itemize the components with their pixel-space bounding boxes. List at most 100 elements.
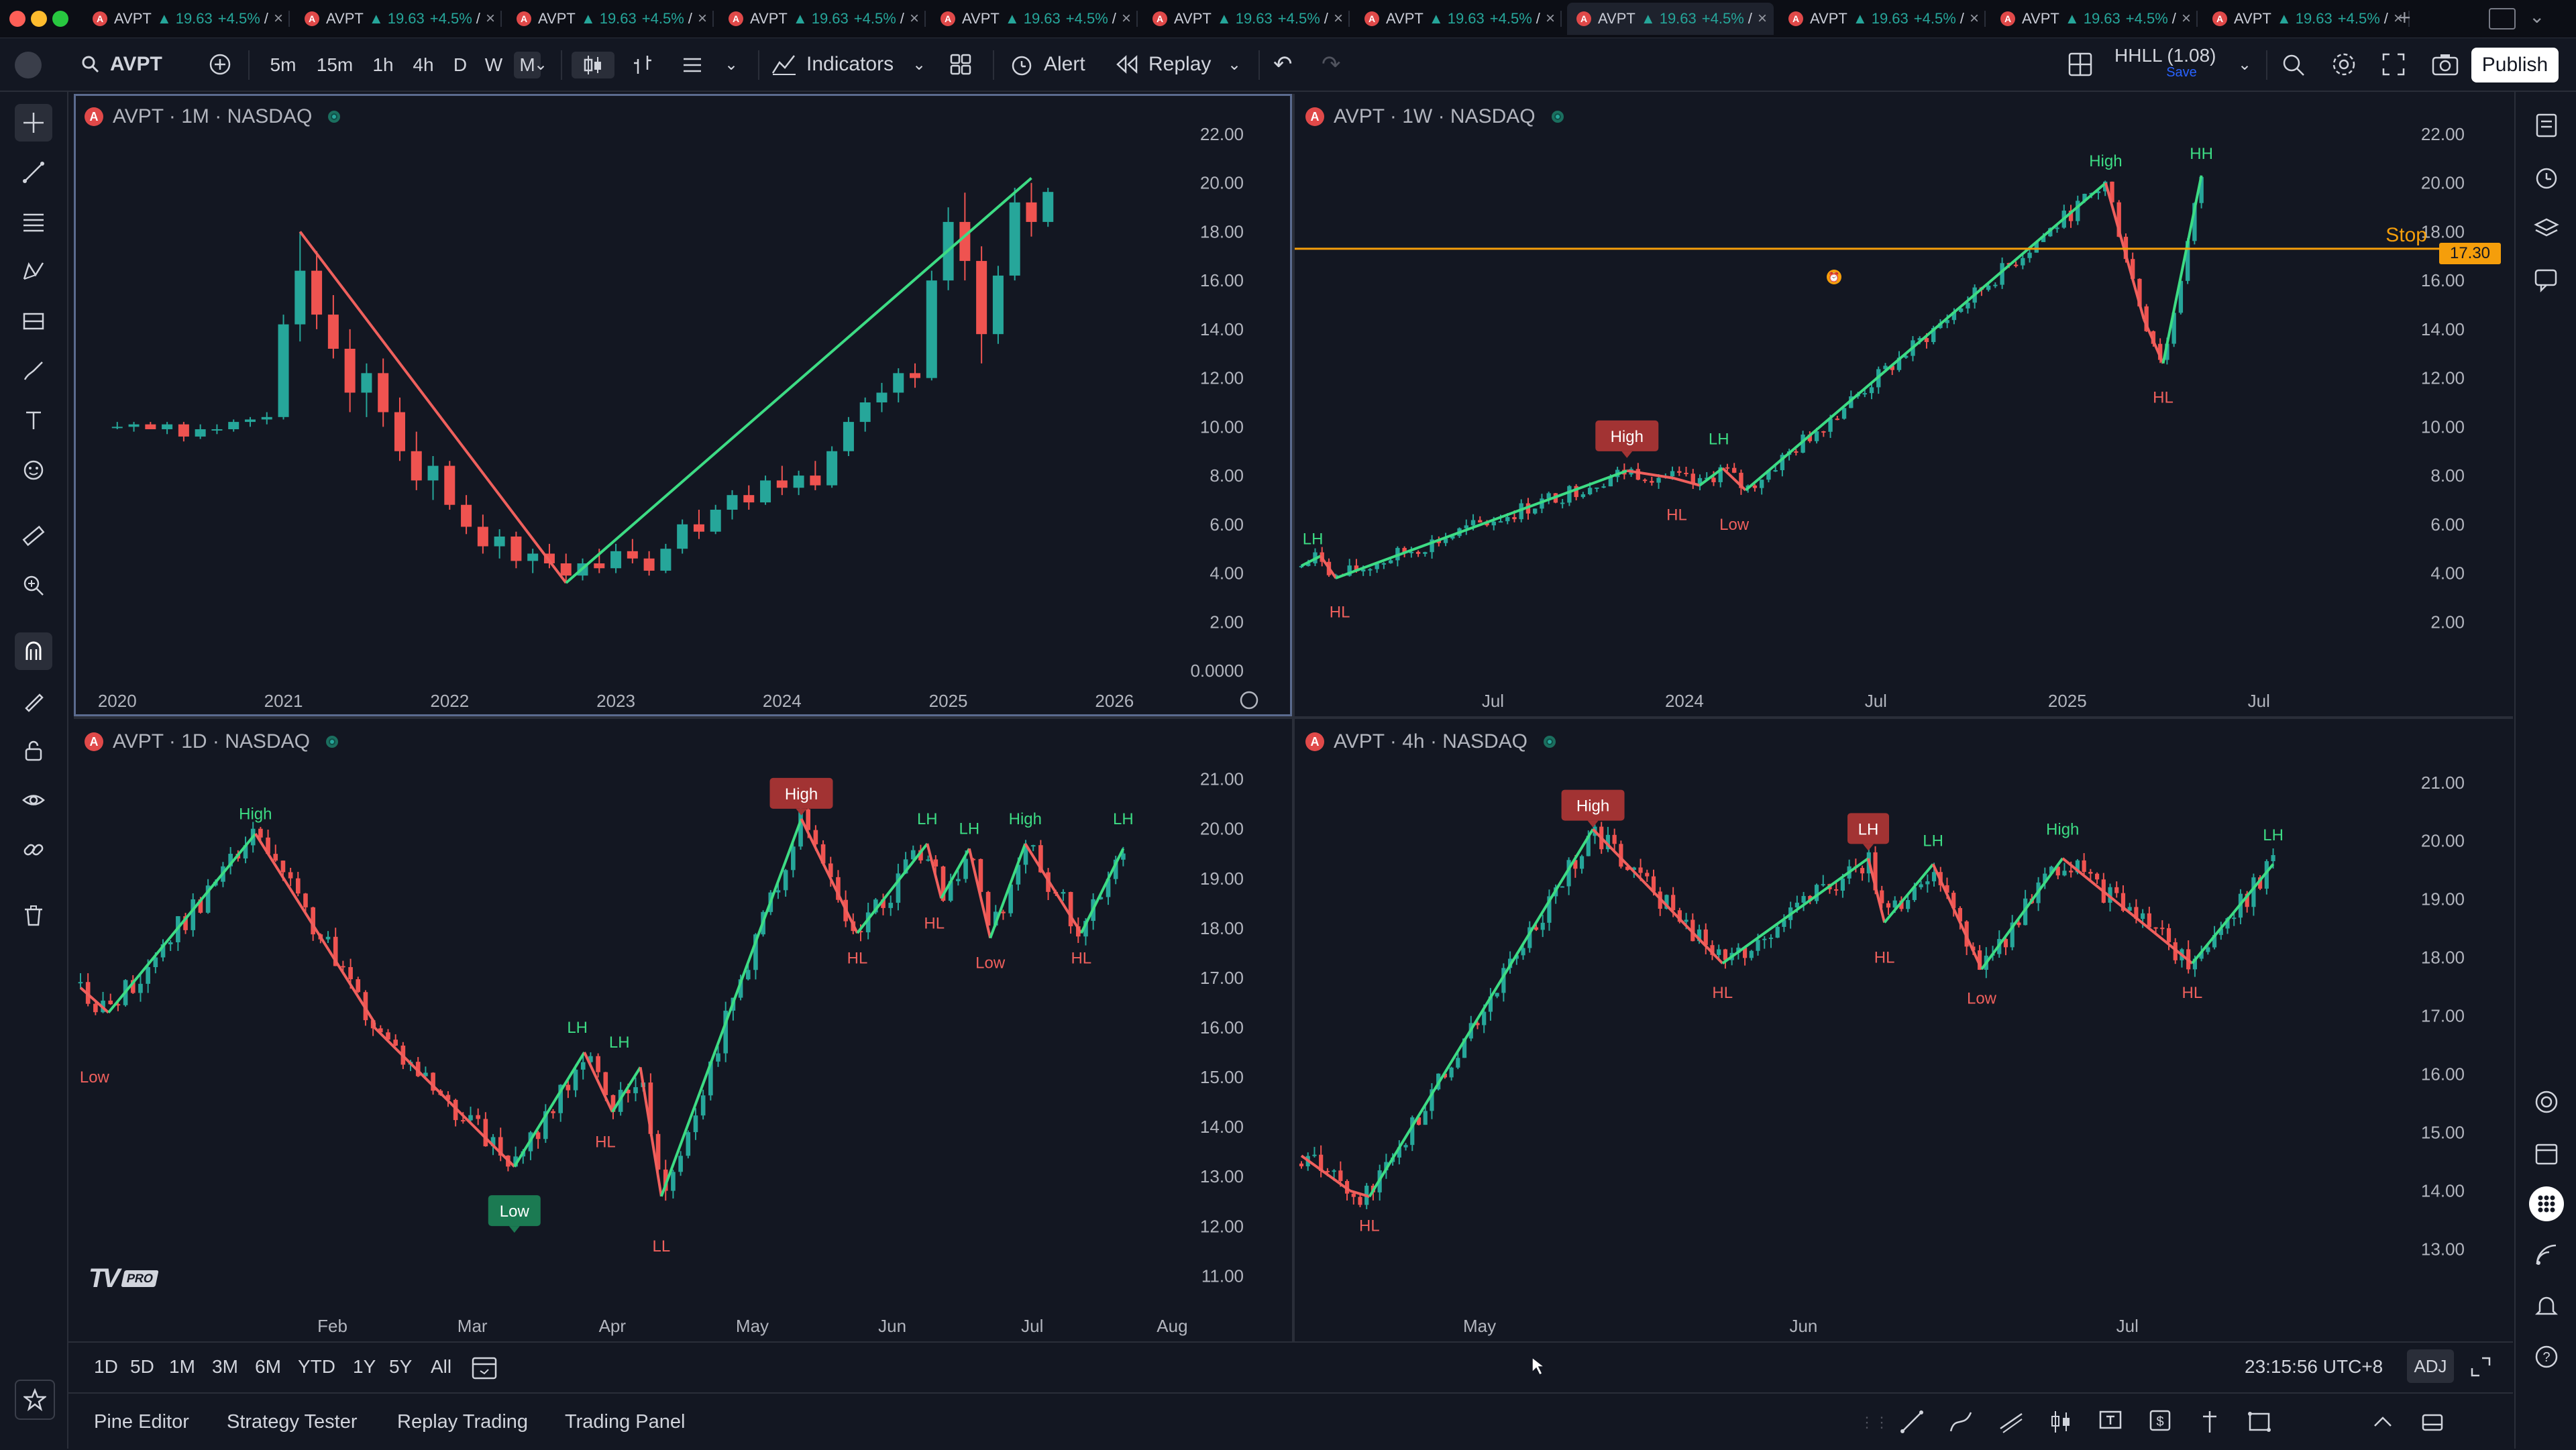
timeframe-d-button[interactable]: D bbox=[453, 54, 468, 75]
fullscreen-icon[interactable] bbox=[2381, 50, 2406, 78]
text-tool-icon[interactable] bbox=[15, 402, 52, 439]
sidebar-toggle-icon[interactable] bbox=[2489, 8, 2516, 30]
timeframe-w-button[interactable]: W bbox=[484, 54, 503, 75]
vertical-line-quick-icon[interactable] bbox=[2196, 1408, 2223, 1435]
timeframe-5m-button[interactable]: 5m bbox=[270, 54, 297, 75]
bottom-tab-trading-panel[interactable]: Trading Panel bbox=[565, 1411, 686, 1433]
browser-tab[interactable]: A AVPT ▲ 19.63 +4.5% / × bbox=[1991, 3, 2198, 35]
publish-button[interactable]: Publish bbox=[2471, 48, 2559, 82]
price-label-quick-icon[interactable]: $ bbox=[2147, 1408, 2174, 1435]
range-1d-button[interactable]: 1D bbox=[94, 1356, 118, 1377]
tab-close-icon[interactable]: × bbox=[485, 9, 495, 27]
minimize-window-button[interactable] bbox=[31, 11, 47, 27]
notifications-bell-icon[interactable] bbox=[2528, 1287, 2565, 1325]
indicators-button[interactable]: Indicators bbox=[771, 50, 894, 78]
forecast-tool-icon[interactable] bbox=[15, 302, 52, 340]
browser-tab[interactable]: A AVPT ▲ 19.63 +4.5% / × bbox=[1779, 3, 1986, 35]
bottom-tab-pine-editor[interactable]: Pine Editor bbox=[94, 1411, 189, 1433]
chat-icon[interactable] bbox=[2528, 261, 2565, 298]
chart-pane-4h[interactable]: 21.00 20.00 19.00 18.00 17.00 16.00 15.00 14.00… bbox=[1295, 719, 2513, 1341]
tab-close-icon[interactable]: × bbox=[1969, 9, 1979, 27]
crosshair-tool-icon[interactable] bbox=[15, 104, 52, 142]
watchlist-icon[interactable] bbox=[2528, 107, 2565, 144]
rectangle-quick-icon[interactable] bbox=[2246, 1408, 2273, 1435]
fib-retracement-tool-icon[interactable] bbox=[15, 203, 52, 241]
pane-title[interactable]: A AVPT · 1M · NASDAQ bbox=[85, 103, 341, 130]
trash-icon[interactable] bbox=[15, 897, 52, 934]
text-note-quick-icon[interactable] bbox=[2097, 1408, 2124, 1435]
object-tree-layers-icon[interactable] bbox=[2528, 210, 2565, 247]
indicators-dropdown-icon[interactable]: ⌄ bbox=[912, 55, 926, 74]
lock-drawings-icon[interactable] bbox=[15, 732, 52, 769]
help-icon[interactable]: ? bbox=[2528, 1338, 2565, 1376]
candle-pattern-quick-icon[interactable] bbox=[2047, 1408, 2074, 1435]
range-1y-button[interactable]: 1Y bbox=[353, 1356, 376, 1377]
trend-line-tool-icon[interactable] bbox=[15, 154, 52, 191]
alarm-marker-icon[interactable]: ⏰ bbox=[1827, 270, 1841, 284]
alert-button[interactable]: Alert bbox=[1009, 50, 1085, 78]
maximize-panel-icon[interactable] bbox=[2470, 1356, 2491, 1381]
close-window-button[interactable] bbox=[9, 11, 25, 27]
bottom-tab-strategy-tester[interactable]: Strategy Tester bbox=[227, 1411, 358, 1433]
weekly-chart-canvas[interactable]: 22.00 20.00 18.00 16.00 14.00 12.00 10.00 8.00 6… bbox=[1295, 94, 2513, 716]
signal-broadcast-icon[interactable] bbox=[2528, 1236, 2565, 1274]
timeframe-1h-button[interactable]: 1h bbox=[372, 54, 394, 75]
range-ytd-button[interactable]: YTD bbox=[298, 1356, 335, 1377]
chart-pane-daily[interactable]: 21.00 20.00 19.00 18.00 17.00 16.00 15.00 14.00… bbox=[74, 719, 1292, 1341]
settings-gear-icon[interactable] bbox=[2330, 50, 2357, 78]
tab-close-icon[interactable]: × bbox=[1757, 9, 1767, 27]
brush-tool-icon[interactable] bbox=[15, 352, 52, 390]
timeframe-dropdown-icon[interactable]: ⌄ bbox=[534, 55, 548, 74]
hide-drawings-eye-icon[interactable] bbox=[15, 781, 52, 819]
alerts-clock-icon[interactable] bbox=[2528, 159, 2565, 197]
range-3m-button[interactable]: 3M bbox=[212, 1356, 238, 1377]
range-6m-button[interactable]: 6M bbox=[255, 1356, 281, 1377]
layout-name-button[interactable]: HHLL (1.08) Save bbox=[2114, 45, 2249, 85]
browser-tab[interactable]: A AVPT ▲ 19.63 +4.5% / × bbox=[1355, 3, 1562, 35]
favorites-star-icon[interactable] bbox=[15, 1380, 55, 1420]
pattern-tool-icon[interactable] bbox=[15, 253, 52, 290]
browser-tab[interactable]: A AVPT ▲ 19.63 +4.5% / × bbox=[83, 3, 290, 35]
browser-tab[interactable]: A AVPT ▲ 19.63 +4.5% / × bbox=[2203, 3, 2410, 35]
replay-button[interactable]: Replay bbox=[1115, 50, 1211, 78]
emoji-tool-icon[interactable] bbox=[15, 451, 52, 489]
pane-title[interactable]: A AVPT · 1W · NASDAQ bbox=[1305, 103, 1564, 130]
tab-close-icon[interactable]: × bbox=[909, 9, 919, 27]
quick-search-icon[interactable] bbox=[2279, 50, 2306, 78]
tradingview-logo[interactable]: TV PRO bbox=[89, 1264, 159, 1294]
target-icon[interactable] bbox=[2528, 1083, 2565, 1121]
four-hour-chart-canvas[interactable]: 21.00 20.00 19.00 18.00 17.00 16.00 15.00 14.00… bbox=[1295, 719, 2513, 1341]
browser-tab[interactable]: A AVPT ▲ 19.63 +4.5% / × bbox=[1567, 3, 1774, 35]
pane-title[interactable]: A AVPT · 4h · NASDAQ bbox=[1305, 728, 1556, 755]
calendar-icon[interactable] bbox=[2528, 1134, 2565, 1172]
new-tab-button[interactable]: + bbox=[2398, 5, 2411, 30]
browser-tab[interactable]: A AVPT ▲ 19.63 +4.5% / × bbox=[1143, 3, 1350, 35]
stay-in-drawing-mode-icon[interactable] bbox=[15, 682, 52, 720]
browser-tab[interactable]: A AVPT ▲ 19.63 +4.5% / × bbox=[507, 3, 714, 35]
symbol-search[interactable]: AVPT bbox=[80, 50, 162, 78]
bottom-tab-replay-trading[interactable]: Replay Trading bbox=[397, 1411, 529, 1433]
undo-icon[interactable]: ↶ bbox=[1273, 52, 1293, 77]
timeframe-15m-button[interactable]: 15m bbox=[316, 54, 354, 75]
chevron-down-icon[interactable]: ⌄ bbox=[2529, 6, 2545, 27]
browser-tab[interactable]: A AVPT ▲ 19.63 +4.5% / × bbox=[931, 3, 1138, 35]
tab-close-icon[interactable]: × bbox=[2393, 9, 2403, 27]
zoom-window-button[interactable] bbox=[52, 11, 68, 27]
ruler-measure-icon[interactable] bbox=[15, 517, 52, 555]
magnet-mode-icon[interactable] bbox=[15, 632, 52, 670]
chart-style-list-button[interactable] bbox=[674, 52, 711, 78]
path-tool-quick-icon[interactable] bbox=[1948, 1408, 1975, 1435]
layout-grid-icon[interactable] bbox=[2068, 50, 2093, 78]
tab-close-icon[interactable]: × bbox=[697, 9, 707, 27]
tab-close-icon[interactable]: × bbox=[1333, 9, 1343, 27]
collapse-panel-chevron-icon[interactable] bbox=[2369, 1408, 2396, 1435]
monthly-chart-canvas[interactable]: 22.00 20.00 18.00 16.00 14.00 12.00 10.00 8.00 6… bbox=[74, 94, 1292, 716]
tab-close-icon[interactable]: × bbox=[1545, 9, 1555, 27]
bar-chart-type-button[interactable] bbox=[624, 52, 661, 78]
range-5d-button[interactable]: 5D bbox=[130, 1356, 154, 1377]
range-1m-button[interactable]: 1M bbox=[169, 1356, 195, 1377]
timeframe-m-button[interactable]: M bbox=[514, 52, 541, 78]
range-5y-button[interactable]: 5Y bbox=[389, 1356, 413, 1377]
camera-snapshot-icon[interactable] bbox=[2431, 50, 2459, 78]
tab-close-icon[interactable]: × bbox=[1121, 9, 1131, 27]
